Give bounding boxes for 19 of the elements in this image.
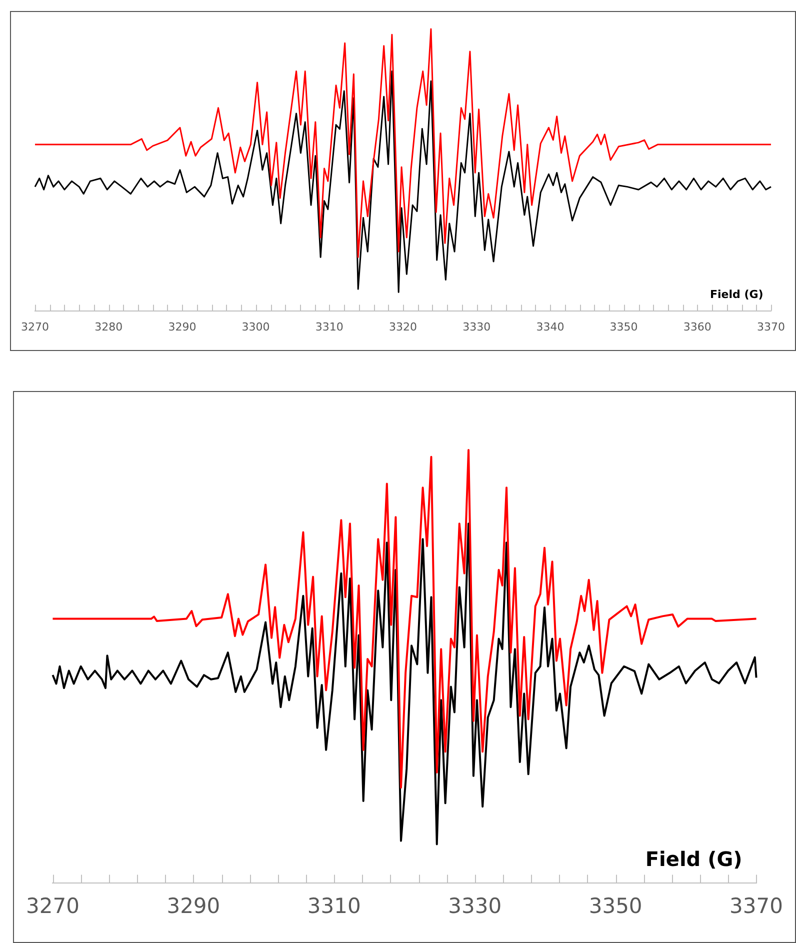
x-tick-label: 3270	[26, 894, 80, 918]
x-tick-label: 3360	[683, 320, 712, 334]
x-tick-label: 3350	[610, 320, 638, 334]
x-tick-label: 3310	[315, 320, 344, 334]
x-tick-label: 3330	[462, 320, 491, 334]
x-tick-label: 3310	[307, 894, 361, 918]
x-tick-label: 3320	[389, 320, 417, 334]
x-tick-label: 3330	[448, 894, 502, 918]
x-tick-label: 3270	[20, 320, 49, 334]
x-axis-title: Field (G)	[645, 847, 742, 872]
x-tick-label: 3290	[168, 320, 196, 334]
x-tick-label: 3280	[94, 320, 123, 334]
x-tick-label: 3290	[166, 894, 220, 918]
x-tick-label: 3350	[588, 894, 642, 918]
x-tick-label: 3370	[730, 894, 784, 918]
x-axis-title: Field (G)	[710, 288, 764, 302]
x-tick-label: 3300	[242, 320, 270, 334]
x-tick-label: 3340	[536, 320, 564, 334]
x-tick-label: 3370	[757, 320, 786, 334]
